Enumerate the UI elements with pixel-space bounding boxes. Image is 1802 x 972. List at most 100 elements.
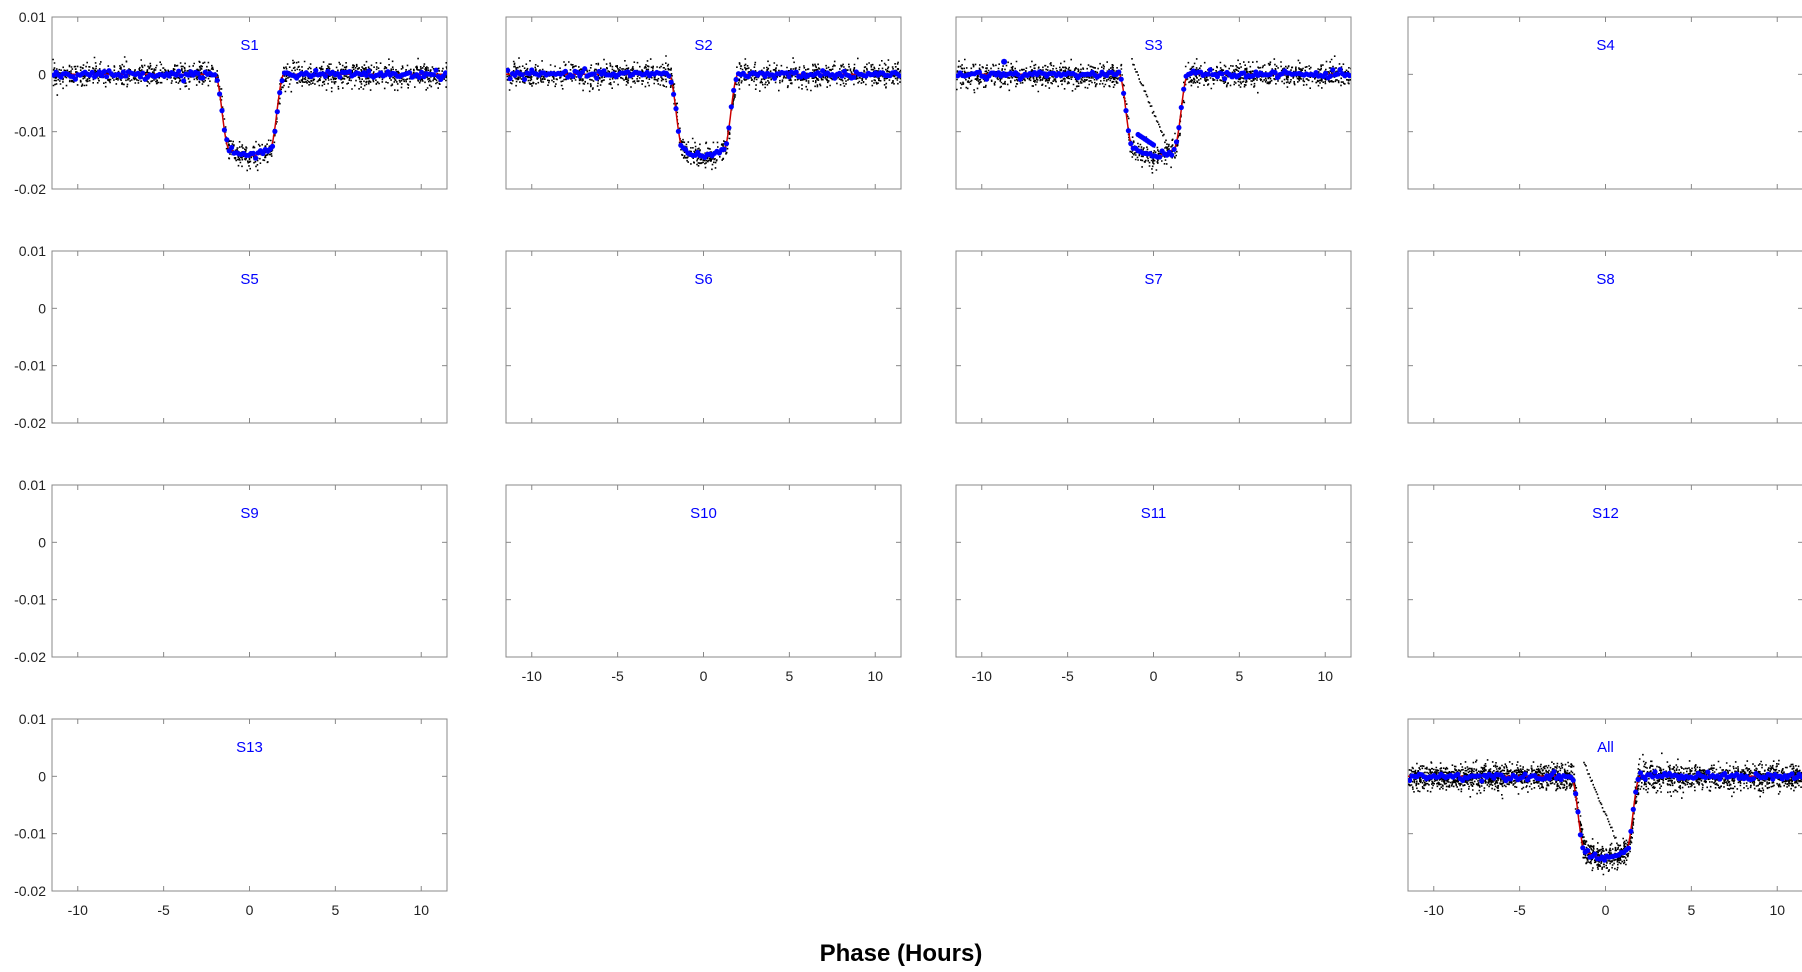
binned-points: [956, 58, 1351, 160]
binned-point: [1272, 70, 1278, 76]
binned-point: [1479, 778, 1485, 784]
binned-point: [1128, 141, 1134, 147]
panel-title: S1: [240, 37, 258, 54]
binned-point: [195, 70, 201, 76]
binned-point: [1592, 851, 1598, 857]
binned-point: [1770, 776, 1776, 782]
binned-point: [101, 69, 107, 75]
y-tick-label: 0: [38, 66, 46, 82]
binned-point: [253, 155, 259, 161]
binned-point: [1219, 71, 1225, 77]
x-tick-label: 10: [413, 902, 429, 918]
binned-point: [72, 76, 78, 82]
binned-points: [1408, 769, 1802, 863]
y-tick-label: 0: [38, 768, 46, 784]
binned-point: [1551, 769, 1557, 775]
y-tick-label: 0.01: [19, 711, 46, 727]
panel-frame: [1407, 250, 1802, 424]
binned-point: [140, 70, 146, 76]
binned-point: [277, 90, 283, 96]
binned-point: [1767, 772, 1773, 778]
binned-point: [310, 72, 316, 78]
y-tick-label: -0.02: [14, 415, 46, 431]
binned-point: [1330, 67, 1336, 73]
x-tick-label: 0: [1602, 902, 1610, 918]
panel-title: S4: [1596, 37, 1614, 54]
x-tick-label: 0: [1150, 668, 1158, 684]
binned-point: [673, 106, 679, 112]
binned-point: [1125, 128, 1131, 134]
binned-point: [274, 109, 280, 115]
y-tick-label: 0.01: [19, 477, 46, 493]
binned-point: [260, 150, 266, 157]
binned-point: [346, 69, 353, 75]
binned-point: [784, 70, 790, 76]
binned-point: [570, 73, 576, 79]
binned-point: [212, 72, 218, 78]
x-axis-label: Phase (Hours): [819, 940, 983, 967]
x-tick-label: 10: [867, 668, 883, 684]
x-tick-label: 10: [1769, 902, 1785, 918]
binned-point: [793, 69, 799, 75]
binned-point: [1633, 789, 1639, 795]
binned-point: [1556, 773, 1562, 779]
binned-point: [519, 72, 525, 78]
binned-point: [123, 73, 129, 79]
panel-s1: 0.01 0 -0.01 -0.02 S1: [14, 9, 448, 197]
binned-point: [731, 87, 737, 93]
binned-point: [1121, 90, 1127, 96]
binned-point: [178, 73, 184, 79]
panel-s3: S3: [955, 16, 1352, 190]
binned-point: [1178, 104, 1184, 111]
binned-point: [506, 67, 511, 73]
panel-title: S2: [694, 37, 712, 54]
binned-point: [1207, 67, 1213, 73]
binned-point: [1015, 72, 1021, 78]
binned-point: [976, 69, 983, 75]
binned-point: [1181, 86, 1187, 92]
binned-point: [1642, 776, 1648, 782]
binned-point: [1169, 152, 1175, 158]
panel-s7: S7: [955, 250, 1352, 424]
panel-title: S9: [240, 505, 258, 522]
binned-points: [52, 67, 447, 161]
binned-point: [671, 91, 677, 97]
binned-point: [1558, 776, 1564, 783]
binned-point: [726, 125, 732, 131]
x-tick-label: -5: [611, 668, 624, 684]
panel-frame: [505, 250, 902, 424]
panel-s13: 0.01 0 -0.01 -0.02 -10 -5 0 5 10 S13: [14, 711, 448, 918]
y-tick-label: 0.01: [19, 243, 46, 259]
panel-frame: [955, 250, 1352, 424]
panel-data: [52, 56, 447, 172]
binned-point: [1222, 76, 1228, 82]
binned-point: [137, 74, 143, 80]
binned-point: [1717, 776, 1723, 782]
binned-point: [521, 76, 528, 82]
y-tick-label: -0.01: [14, 826, 46, 842]
panel-title: S13: [236, 739, 263, 756]
binned-point: [601, 68, 607, 74]
binned-point: [786, 74, 792, 80]
binned-point: [562, 68, 569, 74]
binned-point: [721, 146, 727, 152]
binned-point: [1205, 71, 1211, 77]
binned-point: [1705, 769, 1711, 775]
x-tick-label: 5: [1687, 902, 1695, 918]
binned-point: [1750, 776, 1757, 782]
x-tick-label: 0: [700, 668, 708, 684]
x-tick-label: -5: [157, 902, 170, 918]
x-tick-label: 5: [1235, 668, 1243, 684]
binned-point: [839, 73, 845, 79]
binned-point: [279, 78, 285, 84]
x-tick-label: -10: [68, 902, 88, 918]
binned-point: [407, 70, 413, 76]
panel-frame: [51, 16, 448, 190]
x-tick-label: 5: [785, 668, 793, 684]
binned-point: [337, 74, 343, 80]
binned-point: [507, 76, 513, 82]
trail-points: [1131, 58, 1173, 159]
binned-point: [1408, 777, 1413, 783]
panel-title: S7: [1144, 271, 1162, 288]
